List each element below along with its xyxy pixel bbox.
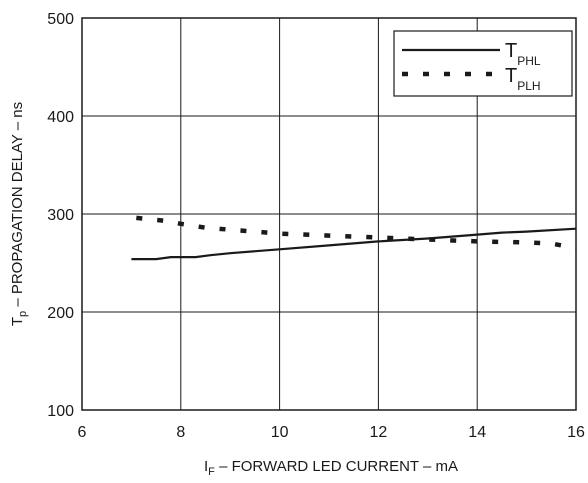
legend-box [393, 30, 573, 97]
y-tick-label-100: 100 [47, 403, 74, 420]
x-tick-label-12: 12 [370, 424, 388, 441]
x-tick-label-16: 16 [567, 424, 585, 441]
y-tick-labels: 100 200 300 400 500 [47, 11, 74, 420]
y-tick-label-400: 400 [47, 109, 74, 126]
y-tick-label-300: 300 [47, 207, 74, 224]
y-axis-label: Tp – PROPAGATION DELAY – ns [9, 102, 29, 326]
legend: TPHL TPLH [393, 30, 573, 97]
x-tick-label-6: 6 [78, 424, 87, 441]
y-tick-label-200: 200 [47, 305, 74, 322]
x-tick-label-14: 14 [468, 424, 486, 441]
x-tick-labels: 6 8 10 12 14 16 [78, 424, 585, 441]
x-axis-label: IF – FORWARD LED CURRENT – mA [204, 458, 458, 478]
x-tick-label-8: 8 [176, 424, 185, 441]
legend-label-tphl: TPHL [505, 40, 541, 68]
series-line-phl [131, 227, 577, 261]
plot-frame [81, 17, 577, 411]
legend-label-tplh: TPLH [505, 65, 541, 93]
series-line-plh [136, 215, 577, 251]
series-layer [131, 215, 577, 261]
x-tick-label-10: 10 [271, 424, 289, 441]
y-tick-label-500: 500 [47, 11, 74, 28]
